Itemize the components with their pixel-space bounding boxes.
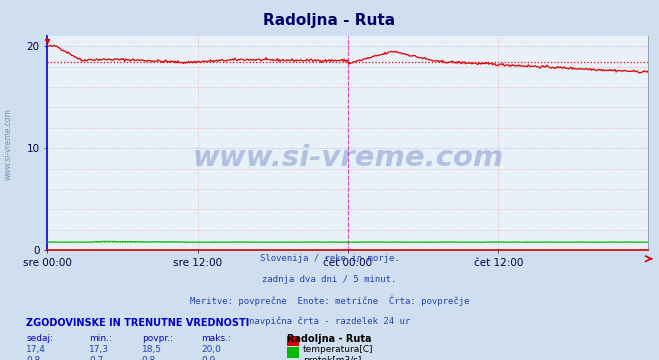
Text: 20,0: 20,0 xyxy=(201,345,221,354)
Text: Meritve: povprečne  Enote: metrične  Črta: povprečje: Meritve: povprečne Enote: metrične Črta:… xyxy=(190,296,469,306)
Text: sedaj:: sedaj: xyxy=(26,334,53,343)
Text: temperatura[C]: temperatura[C] xyxy=(303,345,374,354)
Text: 0,9: 0,9 xyxy=(201,356,215,360)
Text: 17,3: 17,3 xyxy=(89,345,109,354)
Text: 18,5: 18,5 xyxy=(142,345,161,354)
Text: zadnja dva dni / 5 minut.: zadnja dva dni / 5 minut. xyxy=(262,275,397,284)
Text: Slovenija / reke in morje.: Slovenija / reke in morje. xyxy=(260,254,399,263)
Text: www.si-vreme.com: www.si-vreme.com xyxy=(192,144,503,172)
Text: Radoljna - Ruta: Radoljna - Ruta xyxy=(287,334,371,344)
Text: 17,4: 17,4 xyxy=(26,345,46,354)
Text: povpr.:: povpr.: xyxy=(142,334,173,343)
Text: min.:: min.: xyxy=(89,334,112,343)
Text: ZGODOVINSKE IN TRENUTNE VREDNOSTI: ZGODOVINSKE IN TRENUTNE VREDNOSTI xyxy=(26,318,250,328)
Text: navpična črta - razdelek 24 ur: navpična črta - razdelek 24 ur xyxy=(249,316,410,326)
Text: pretok[m3/s]: pretok[m3/s] xyxy=(303,356,362,360)
Text: maks.:: maks.: xyxy=(201,334,231,343)
Text: 0,8: 0,8 xyxy=(142,356,156,360)
Text: Radoljna - Ruta: Radoljna - Ruta xyxy=(264,13,395,28)
Text: www.si-vreme.com: www.si-vreme.com xyxy=(3,108,13,180)
Text: 0,8: 0,8 xyxy=(26,356,41,360)
Text: 0,7: 0,7 xyxy=(89,356,103,360)
